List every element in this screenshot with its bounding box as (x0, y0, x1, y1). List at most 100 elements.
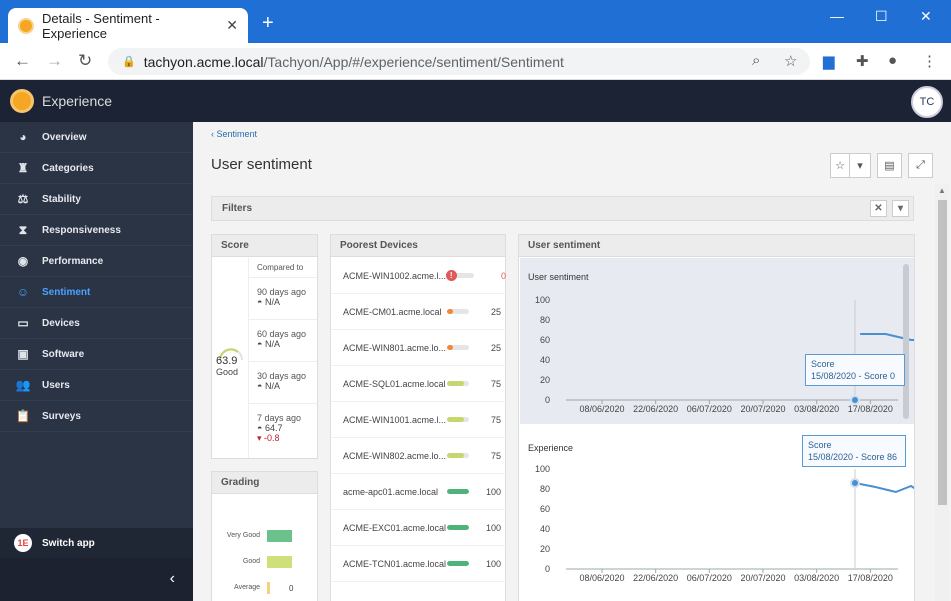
user-avatar[interactable]: TC (911, 86, 943, 118)
experience-svg: 0 20 40 60 80 100 08/06/2020 22/06/2020 06/07/20… (535, 464, 914, 583)
device-score-bar (447, 489, 469, 494)
sidebar-item-performance[interactable]: ◉ Performance (0, 246, 193, 277)
favorite-button[interactable]: ☆ (830, 153, 850, 178)
comparison-value: 64.7 (264, 423, 283, 433)
device-row[interactable]: ACME-WIN1002.acme.l...! 0 (331, 258, 506, 294)
x-tick-label: 20/07/2020 (740, 573, 785, 583)
device-score: 25 (490, 342, 501, 353)
binoculars-icon: ♜ (17, 161, 29, 175)
url-path: /Tachyon/App/#/experience/sentiment/Sent… (263, 53, 564, 70)
reload-icon[interactable]: ↻ (78, 51, 93, 70)
sidebar-item-overview[interactable]: ◕ Overview (0, 122, 193, 153)
compared-to-label: Compared to (249, 258, 317, 278)
device-row[interactable]: acme-apc01.acme.local 100 (331, 474, 506, 510)
device-name: ACME-TCN01.acme.local (343, 558, 447, 569)
forward-icon[interactable]: → (46, 51, 63, 70)
collapse-sidebar-button[interactable]: ‹ (0, 558, 193, 601)
breadcrumb[interactable]: ‹ Sentiment (211, 129, 258, 139)
chart-scrollbar[interactable] (903, 264, 909, 419)
sidebar-item-label: Categories (42, 162, 94, 174)
grading-panel: Grading Very Good Good Average 0 (211, 471, 318, 601)
gauge-small-icon: ◓ (257, 381, 263, 391)
sidebar-item-surveys[interactable]: 📋 Surveys (0, 401, 193, 432)
score-rating: Good (216, 367, 239, 375)
tooltip-text: 15/08/2020 - Score 0 (811, 371, 896, 381)
hover-point[interactable] (850, 395, 860, 405)
sidebar-item-users[interactable]: 👥 Users (0, 370, 193, 401)
profile-icon[interactable]: ● (888, 52, 898, 69)
score-gauge (214, 347, 248, 364)
layout-button[interactable]: ▤ (877, 153, 902, 178)
device-name: ACME-CM01.acme.local (343, 306, 442, 317)
device-row[interactable]: ACME-WIN1001.acme.l... 75 (331, 402, 506, 438)
back-icon[interactable]: ← (14, 51, 31, 70)
extensions-icon[interactable]: ✚ (856, 53, 869, 70)
scroll-up-icon[interactable]: ▲ (938, 186, 946, 195)
expand-filters-icon[interactable]: ▾ (892, 200, 909, 217)
bookmark-star-icon[interactable]: ☆ (784, 53, 798, 70)
sidebar-item-devices[interactable]: ▭ Devices (0, 308, 193, 339)
app-logo-icon (10, 89, 34, 113)
minimize-icon[interactable]: — (830, 8, 844, 24)
device-row[interactable]: ACME-EXC01.acme.local 100 (331, 510, 506, 546)
tab-close-icon[interactable]: ✕ (226, 17, 238, 33)
window-close-icon[interactable]: ✕ (920, 8, 932, 24)
favorite-dropdown-button[interactable]: ▾ (849, 153, 871, 178)
sidebar-item-label: Stability (42, 193, 81, 205)
balance-icon: ⚖ (17, 192, 29, 206)
sidebar-item-label: Overview (42, 131, 87, 143)
device-name: ACME-WIN802.acme.lo... (343, 450, 447, 461)
grading-bar (267, 556, 292, 568)
sidebar-item-responsiveness[interactable]: ⧗ Responsiveness (0, 215, 193, 246)
page-scrollbar[interactable]: ▲ (935, 184, 949, 601)
y-tick-label: 40 (540, 524, 550, 534)
tooltip-text: 15/08/2020 - Score 86 (808, 452, 898, 462)
filters-label: Filters (222, 203, 253, 214)
filters-bar[interactable]: Filters ✕ ▾ (211, 196, 914, 221)
sidebar-item-sentiment[interactable]: ☺ Sentiment (0, 277, 193, 308)
device-row[interactable]: ACME-WIN802.acme.lo... 75 (331, 438, 506, 474)
fullscreen-button[interactable]: ⤢ (908, 153, 933, 178)
comparison-7: 7 days ago ◓ 64.7 ▾ -0.8 (249, 404, 317, 458)
x-tick-label: 08/06/2020 (579, 573, 624, 583)
layout-icon: ▤ (884, 160, 895, 172)
switch-app-button[interactable]: 1E Switch app (0, 528, 193, 558)
x-tick-label: 17/08/2020 (848, 404, 893, 414)
hover-point[interactable] (850, 478, 860, 488)
browser-tab[interactable]: Details - Sentiment - Experience ✕ (8, 8, 248, 43)
y-tick-label: 80 (540, 484, 550, 494)
sidebar-item-software[interactable]: ▣ Software (0, 339, 193, 370)
device-row[interactable]: ACME-SQL01.acme.local 75 (331, 366, 506, 402)
y-tick-label: 60 (540, 335, 550, 345)
down-arrow-icon: ▾ (257, 433, 262, 443)
sidebar-item-stability[interactable]: ⚖ Stability (0, 184, 193, 215)
feedback-icon[interactable]: ▆ (823, 53, 835, 70)
x-tick-label: 22/06/2020 (633, 573, 678, 583)
hourglass-icon: ⧗ (18, 222, 28, 237)
clipboard-icon: 📋 (15, 409, 31, 423)
device-row[interactable]: ACME-WIN801.acme.lo... 25 (331, 330, 506, 366)
menu-icon[interactable]: ⋮ (922, 53, 937, 70)
device-name: acme-apc01.acme.local (343, 486, 439, 497)
zoom-icon[interactable]: ⌕ (752, 52, 761, 69)
series-line (854, 482, 914, 494)
sidebar-item-categories[interactable]: ♜ Categories (0, 153, 193, 184)
sidebar-item-label: Performance (42, 255, 104, 267)
star-icon: ☆ (835, 160, 845, 172)
sentiment-tooltip: Score 15/08/2020 - Score 0 (805, 354, 905, 386)
grading-bar (267, 582, 270, 594)
clear-filters-icon[interactable]: ✕ (870, 200, 887, 217)
app-name: Experience (42, 93, 113, 109)
tab-title: Details - Sentiment - Experience (42, 10, 160, 41)
grading-bar (267, 530, 292, 542)
device-score-bar (452, 273, 475, 278)
scrollbar-thumb[interactable] (938, 200, 947, 505)
gauge-small-icon: ◓ (257, 423, 263, 433)
device-row[interactable]: ACME-CM01.acme.local 25 (331, 294, 506, 330)
maximize-icon[interactable]: ☐ (875, 8, 888, 24)
url-field[interactable]: 🔒 tachyon.acme.local/Tachyon/App/#/exper… (108, 48, 810, 75)
page-title: User sentiment (211, 156, 312, 173)
device-row[interactable]: ACME-TCN01.acme.local 100 (331, 546, 506, 582)
device-score: 100 (485, 558, 501, 569)
new-tab-icon[interactable]: + (262, 12, 274, 34)
